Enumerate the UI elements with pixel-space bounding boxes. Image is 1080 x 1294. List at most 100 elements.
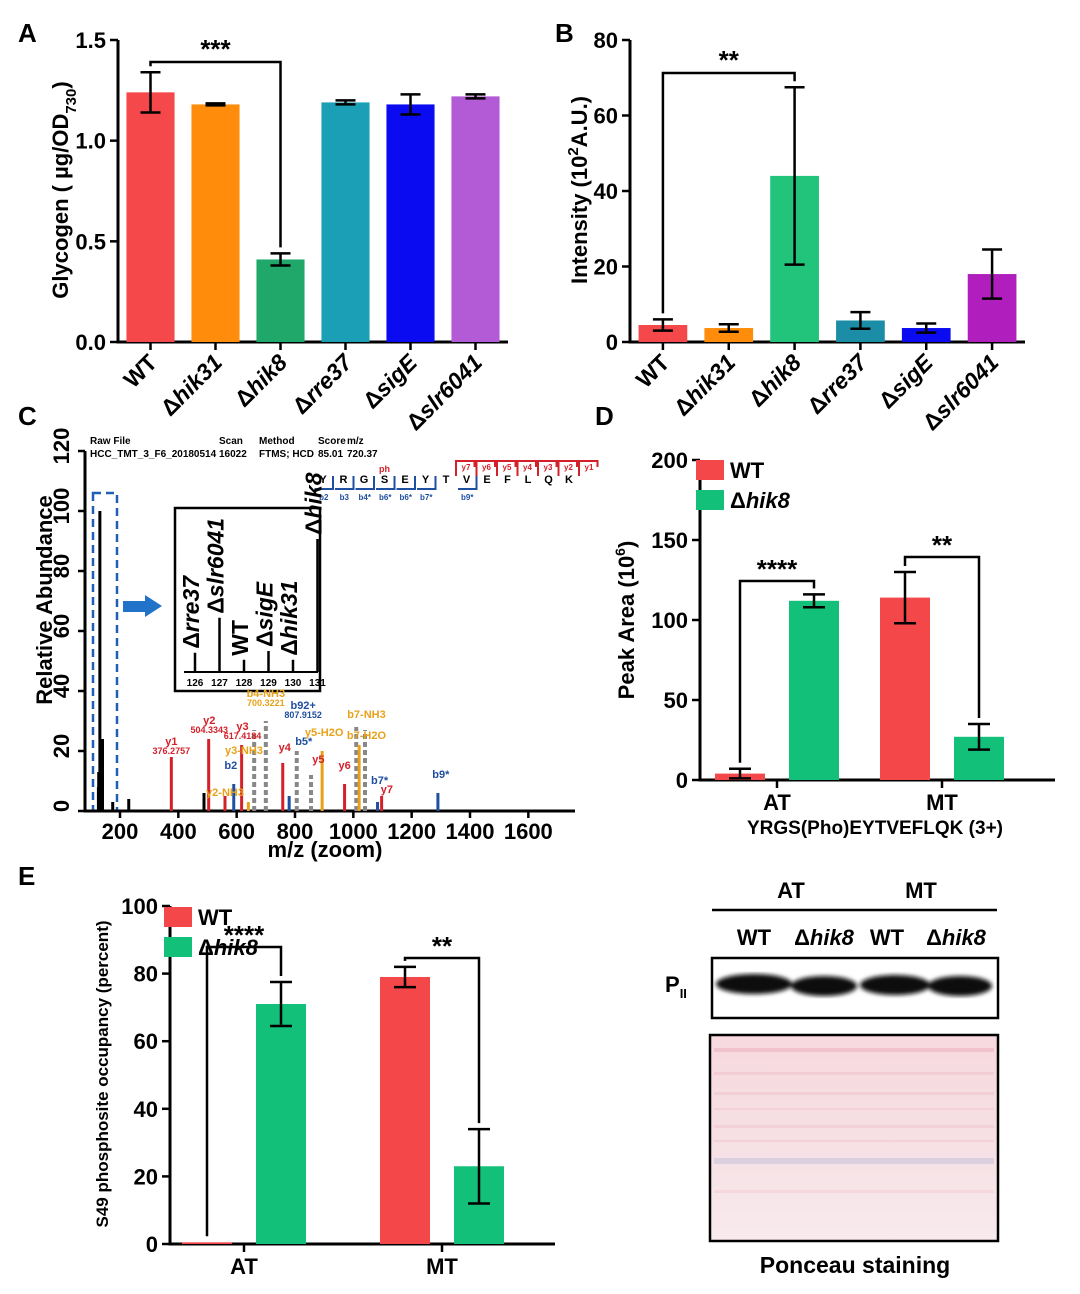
c-b-ion-bracket <box>396 476 416 490</box>
a-ytick-label: 1.5 <box>75 28 106 53</box>
c-header-label: Score <box>318 436 346 447</box>
d-bar <box>880 597 930 780</box>
b-ytick-label: 60 <box>594 104 618 129</box>
b-errorbar <box>916 322 937 334</box>
c-xtick-label: 600 <box>218 819 255 844</box>
spectrum-header: Raw File Scan Method Score m/z HCC_TMT_3_F6_2… <box>90 436 378 460</box>
blot-lane-label: WT <box>870 925 905 950</box>
c-peak-label: b92+ <box>290 700 315 712</box>
b-axes <box>628 40 1025 344</box>
c-header-label: Scan <box>219 436 243 447</box>
b-significance-bracket <box>661 71 796 314</box>
c-peak-label: y2-NH3 <box>206 787 244 799</box>
d-errorbar <box>729 767 751 780</box>
panel-d-letter: D <box>595 401 614 431</box>
c-xtick-label: 1600 <box>504 819 553 844</box>
c-peak-mz: 504.3343 <box>190 725 228 735</box>
a-errorbar <box>205 102 226 107</box>
d-ytick-label: 200 <box>651 448 688 473</box>
c-xtick-label: 1400 <box>446 819 495 844</box>
panel-a-chart: A Glycogen ( µg/OD730) 0.00.51.01.5WTΔhi… <box>18 18 508 435</box>
a-errorbar <box>335 99 356 106</box>
panel-c-letter: C <box>18 401 37 431</box>
b-ytick-label: 0 <box>606 330 618 355</box>
panel-c-chart: C Relative Abundance m/z (zoom) Raw File… <box>18 401 599 862</box>
d-bar <box>789 600 839 780</box>
a-bar <box>451 96 500 342</box>
c-b-ion-bracket <box>314 476 334 490</box>
inset-xtick-label: 127 <box>211 678 228 689</box>
b-ytick-label: 80 <box>594 28 618 53</box>
c-ytick-label: 100 <box>49 488 74 525</box>
c-y-ion-bracket <box>496 460 517 476</box>
e-legend-label: WT <box>198 905 233 930</box>
blot-lane-label: Δhik8 <box>926 925 987 950</box>
c-y-ion-bracket <box>516 460 537 476</box>
c-residue: T <box>443 474 450 486</box>
a-category-label: Δhik31 <box>155 349 227 421</box>
d-legend-swatch <box>696 460 724 480</box>
c-peak-label: b4-NH3 <box>247 688 286 700</box>
c-y-ion-bracket <box>537 460 558 476</box>
a-bar <box>126 92 175 342</box>
c-peak-label: b2 <box>224 760 237 772</box>
c-header-value: 16022 <box>219 449 247 460</box>
b-bar <box>836 320 885 342</box>
d-significance-label: ** <box>932 530 953 560</box>
a-errorbar <box>270 252 291 267</box>
a-bar <box>191 104 240 342</box>
e-significance-bracket <box>403 956 481 1124</box>
c-y-ion-label: y7 <box>462 463 471 472</box>
d-ytick-label: 100 <box>651 608 688 633</box>
d-category-label: AT <box>763 790 791 815</box>
d-significance-bracket <box>903 555 981 718</box>
c-b-ion-label: b6* <box>400 493 413 502</box>
c-y-ion-label: y6 <box>482 463 491 472</box>
e-ytick-label: 60 <box>134 1029 158 1054</box>
reporter-ion-inset: 126 Δrre37 127 Δslr6041 128 WT 129 ΔsigE 130 Δhik… <box>173 472 327 693</box>
c-b-ion-label: b4* <box>359 493 372 502</box>
c-ytick-label: 0 <box>49 800 74 812</box>
b-errorbar <box>784 85 805 266</box>
inset-channel-label: Δhik31 <box>276 580 302 655</box>
inset-xtick-label: 130 <box>285 678 302 689</box>
c-peak-label: y7 <box>381 784 393 796</box>
c-b-ion-label: b9* <box>461 493 474 502</box>
c-header-value: 720.37 <box>347 449 378 460</box>
b-errorbar <box>718 323 739 334</box>
c-residue: Y <box>422 474 430 486</box>
c-ytick-label: 20 <box>49 734 74 758</box>
c-b-ion-bracket <box>355 476 375 490</box>
a-bar <box>321 102 370 342</box>
c-header-value: 85.01 <box>318 449 343 460</box>
blot-protein-label: PII <box>665 972 687 1001</box>
b-category-label: Δhik8 <box>743 349 806 412</box>
c-b-ion-bracket <box>417 476 437 490</box>
c-peak-mz: 807.9152 <box>284 710 322 720</box>
c-peak-label: y4 <box>279 742 292 754</box>
a-errorbar <box>400 93 421 116</box>
c-peak-mz: 376.2757 <box>153 746 191 756</box>
b-bar <box>901 328 951 342</box>
c-peak-label: b9* <box>432 769 450 781</box>
inset-xtick-label: 126 <box>187 678 204 689</box>
d-category-label: MT <box>926 790 958 815</box>
c-xtick-label: 400 <box>160 819 197 844</box>
a-significance-label: *** <box>200 34 231 64</box>
c-b-ion-label: b6* <box>379 493 392 502</box>
inset-xtick-label: 131 <box>309 678 326 689</box>
b-significance-label: ** <box>719 45 740 75</box>
highlight-box <box>91 491 119 813</box>
blot-group-label: AT <box>777 878 805 903</box>
inset-channel-label: Δhik8 <box>301 472 327 535</box>
inset-channel-label: WT <box>227 620 253 656</box>
c-xtick-label: 1200 <box>387 819 436 844</box>
c-residue: Q <box>544 474 553 486</box>
e-bar <box>182 1242 232 1244</box>
c-b-ion-bracket <box>335 476 355 490</box>
c-peak-label: b7-H2O <box>347 730 387 742</box>
c-peak-label: y3 <box>236 721 248 733</box>
c-y-ion-bracket <box>475 460 496 476</box>
